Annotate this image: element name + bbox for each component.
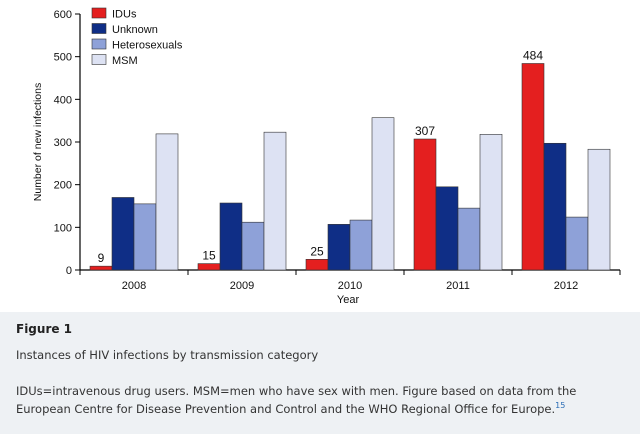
bar-heterosexuals-2011 xyxy=(457,207,481,271)
data-label: 9 xyxy=(98,251,105,265)
x-tick-label: 2010 xyxy=(338,280,362,292)
bar-heterosexuals-2012 xyxy=(565,216,589,271)
y-tick-label: 100 xyxy=(54,222,72,234)
bar-idus-2011 xyxy=(413,138,437,271)
caption-text: IDUs=intravenous drug users. MSM=men who… xyxy=(16,384,577,416)
data-label: 25 xyxy=(310,244,324,258)
bar-msm-2008 xyxy=(155,133,179,271)
y-tick-label: 200 xyxy=(54,180,72,192)
bar-idus-2009 xyxy=(197,263,221,271)
data-label: 307 xyxy=(415,124,435,138)
legend-swatch xyxy=(91,38,107,50)
bar-heterosexuals-2008 xyxy=(133,203,157,271)
x-tick-label: 2008 xyxy=(122,280,146,292)
x-tick-label: 2012 xyxy=(554,280,578,292)
bar-idus-2012 xyxy=(521,63,545,271)
bar-msm-2011 xyxy=(479,134,503,271)
figure-caption: IDUs=intravenous drug users. MSM=men who… xyxy=(16,382,616,418)
y-tick-label: 0 xyxy=(66,265,72,277)
bar-unknown-2008 xyxy=(111,197,135,271)
bar-msm-2012 xyxy=(587,148,611,271)
y-tick-label: 400 xyxy=(54,94,72,106)
y-axis-title: Number of new infections xyxy=(32,83,44,201)
legend-swatch xyxy=(91,54,107,65)
x-axis-title: Year xyxy=(337,294,360,306)
bar-unknown-2012 xyxy=(543,142,567,271)
y-tick-label: 500 xyxy=(54,52,72,64)
bar-unknown-2009 xyxy=(219,202,243,271)
bar-msm-2009 xyxy=(263,131,287,271)
legend-label: Heterosexuals xyxy=(112,40,183,52)
data-label: 484 xyxy=(523,48,543,62)
reference-link[interactable]: 15 xyxy=(555,401,566,411)
bar-idus-2010 xyxy=(305,259,329,271)
legend-label: Unknown xyxy=(112,24,158,36)
bar-chart: 0 100 200 300 400 500 600 Number of new infecti… xyxy=(32,7,621,306)
legend-swatch xyxy=(91,7,107,19)
legend-label: MSM xyxy=(112,55,138,67)
bar-unknown-2010 xyxy=(327,224,351,271)
bar-heterosexuals-2009 xyxy=(241,221,265,271)
chart-panel: 0 100 200 300 400 500 600 Number of new infecti… xyxy=(0,0,640,312)
figure-title: Instances of HIV infections by transmiss… xyxy=(16,348,319,362)
bar-unknown-2011 xyxy=(435,186,459,271)
bar-heterosexuals-2010 xyxy=(349,219,373,271)
figure-label: Figure 1 xyxy=(16,322,73,336)
y-tick-label: 300 xyxy=(54,137,72,149)
x-tick-label: 2011 xyxy=(446,280,470,292)
data-label: 15 xyxy=(202,249,216,263)
bar-idus-2008 xyxy=(89,265,113,271)
bar-msm-2010 xyxy=(371,117,395,271)
legend-label: IDUs xyxy=(112,9,137,21)
y-tick-label: 600 xyxy=(54,9,72,21)
legend-swatch xyxy=(91,23,107,34)
x-tick-label: 2009 xyxy=(230,280,254,292)
